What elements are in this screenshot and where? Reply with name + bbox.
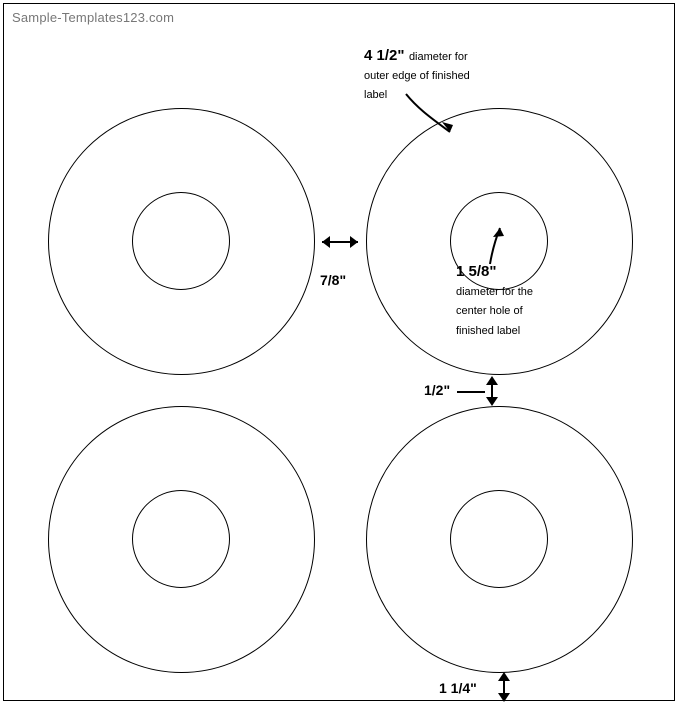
v-gap-arrow (482, 374, 502, 408)
v-gap-label: 1/2" (424, 382, 450, 398)
bottom-label: 1 1/4" (439, 680, 477, 696)
inner-ring-br (450, 490, 548, 588)
bottom-arrow (494, 670, 514, 704)
inner-annotation-sub: diameter for the center hole of finished… (456, 286, 533, 336)
inner-ring-tl (132, 192, 230, 290)
watermark-text: Sample-Templates123.com (12, 10, 174, 25)
h-gap-arrow (316, 232, 364, 252)
h-gap-label: 7/8" (320, 272, 346, 288)
inner-annotation-arrow (484, 224, 514, 266)
page-frame: Sample-Templates123.com 4 1/2" diameter … (3, 3, 675, 701)
inner-ring-bl (132, 490, 230, 588)
outer-annotation-headline: 4 1/2" (364, 47, 404, 64)
outer-annotation-arrow (404, 92, 464, 142)
inner-annotation: 1 5/8" diameter for the center hole of f… (456, 262, 586, 339)
